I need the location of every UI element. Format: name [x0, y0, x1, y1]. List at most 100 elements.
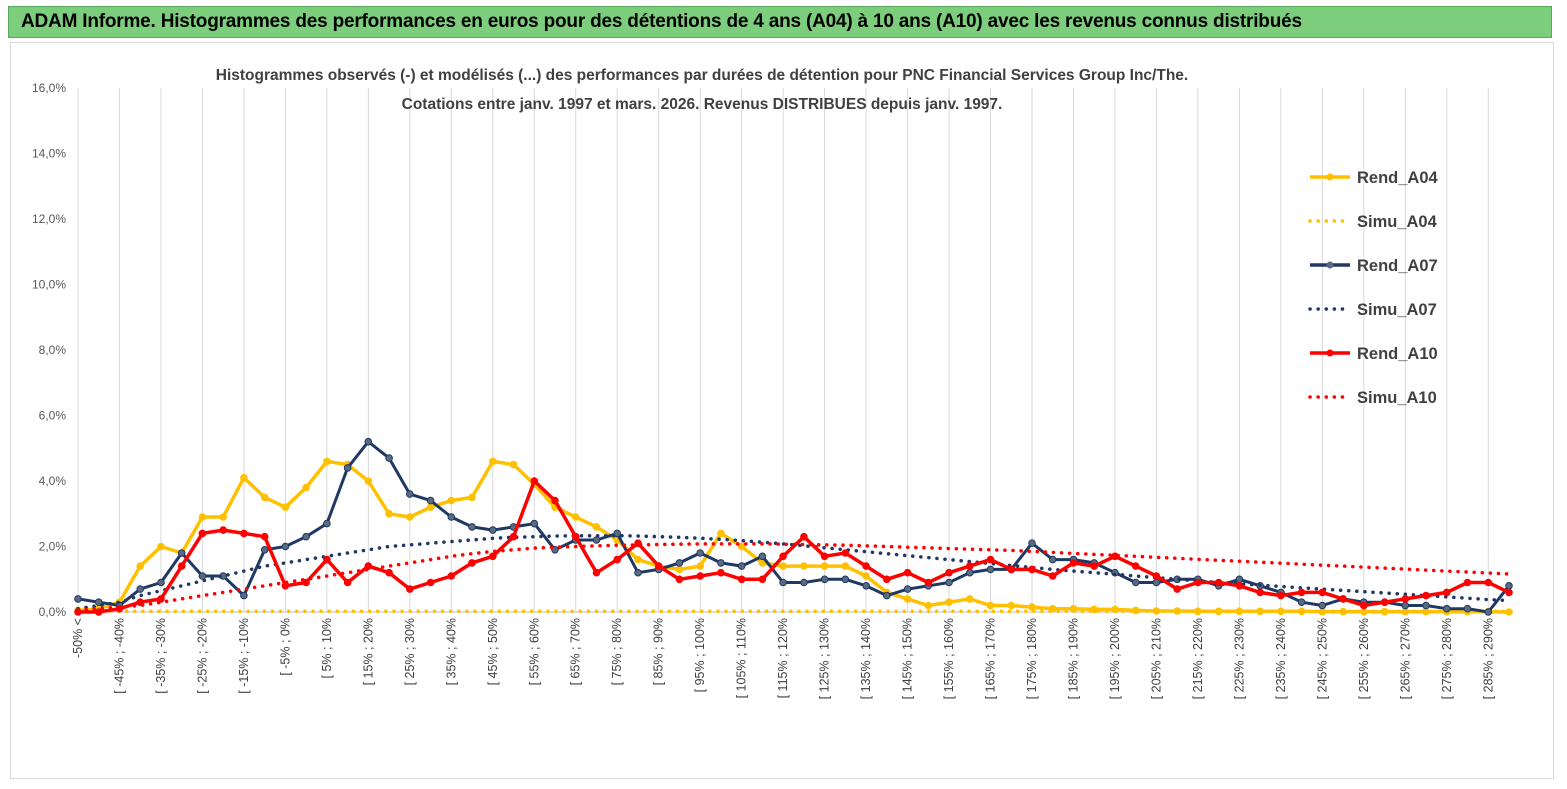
rend-a10-point: [489, 552, 497, 561]
rend-a07-point: [1297, 598, 1306, 607]
x-tick-label: [ 215% ; 220%: [1191, 618, 1205, 699]
rend-a10-point: [551, 496, 559, 505]
rend-a10-point: [509, 532, 518, 541]
rend-a07-point: [613, 529, 622, 538]
x-tick-label: [ 75% ; 80%: [610, 618, 624, 685]
rend-a04-point: [966, 595, 974, 603]
x-tick-label: [ 115% ; 120%: [776, 618, 790, 698]
rend-a10-point: [1297, 588, 1306, 597]
x-tick-label: [ 195% ; 200%: [1108, 618, 1122, 699]
x-tick-label: [ 25% ; 30%: [403, 618, 417, 685]
rend-a07-line: [77, 440, 1511, 614]
rend-a10-point: [717, 568, 725, 577]
rend-a07-point: [1131, 578, 1140, 587]
rend-a10-point: [177, 562, 186, 570]
rend-a07-point: [737, 562, 746, 570]
rend-a10-point: [966, 562, 974, 570]
rend-a10-point: [841, 549, 850, 557]
x-tick-label: [ -45% ; -40%: [112, 618, 126, 694]
rend-a10-point: [1318, 588, 1327, 597]
rend-a10-point: [1505, 588, 1513, 597]
rend-a07-point: [406, 490, 414, 498]
rend-a04-point: [302, 483, 310, 492]
rend-a10-point: [1422, 591, 1430, 600]
rend-a04-point: [406, 513, 414, 521]
rend-a07-point: [758, 552, 767, 561]
rend-a07-legend-marker: [1326, 261, 1334, 269]
rend-a10-point: [219, 526, 227, 534]
rend-a04-point: [489, 457, 497, 466]
rend-a07-point: [136, 585, 144, 593]
x-tick-label: [ 65% ; 70%: [569, 618, 583, 685]
rend-a10-point: [447, 572, 456, 580]
rend-a04-point: [820, 562, 829, 570]
rend-a07-point: [1401, 601, 1410, 610]
simu-a07-legend-label: Simu_A07: [1357, 301, 1437, 319]
rend-a07-point: [862, 582, 870, 590]
report-banner: ADAM Informe. Histogrammes des performan…: [8, 6, 1552, 38]
y-tick-label: 14,0%: [32, 147, 66, 161]
rend-a04-point: [281, 503, 290, 512]
rend-a07-point: [530, 519, 539, 528]
rend-a04-point: [468, 493, 476, 502]
rend-a10-point: [302, 578, 310, 587]
rend-a10-point: [1360, 601, 1368, 610]
rend-a04-point: [986, 601, 995, 610]
rend-a10-point: [1256, 588, 1264, 597]
rend-a10-point: [406, 585, 414, 593]
rend-a07-point: [260, 546, 269, 554]
x-tick-label: [ 95% ; 100%: [693, 618, 707, 692]
x-tick-label: [ 155% ; 160%: [942, 618, 956, 699]
rend-a07-point: [1152, 578, 1161, 587]
y-tick-label: 0,0%: [39, 605, 67, 619]
rend-a10-point: [986, 555, 995, 564]
rend-a07-point: [157, 578, 165, 587]
rend-a07-point: [841, 575, 850, 584]
rend-a10-line: [78, 479, 1510, 614]
rend-a10-point: [260, 532, 269, 541]
rend-a10-point: [240, 529, 248, 538]
rend-a10-point: [1069, 559, 1078, 567]
x-tick-label: [ 225% ; 230%: [1232, 618, 1246, 699]
rend-a04-point: [1007, 601, 1016, 610]
x-tick-label: [ -35% ; -30%: [154, 618, 168, 694]
rend-a04-point: [1028, 603, 1036, 611]
banner-title: ADAM Informe. Histogrammes des performan…: [21, 11, 1302, 32]
rend-a10-point: [654, 562, 663, 570]
rend-a07-point: [1318, 601, 1327, 610]
rend-a10-point: [1131, 562, 1140, 570]
y-tick-label: 12,0%: [32, 212, 66, 226]
rend-a10-point: [94, 608, 103, 616]
rend-a10-point: [696, 572, 705, 580]
rend-a07-legend-label: Rend_A07: [1357, 257, 1438, 275]
rend-a10-point: [1401, 595, 1410, 603]
rend-a10-point: [1277, 591, 1285, 600]
rend-a10-point: [903, 568, 912, 577]
rend-a10-point: [592, 568, 601, 577]
x-tick-label: -50% <: [71, 618, 85, 658]
rend-a07-point: [489, 526, 497, 534]
rend-a04-point: [157, 542, 165, 551]
rend-a04-point: [136, 562, 144, 570]
rend-a04-point: [592, 523, 601, 531]
y-tick-label: 6,0%: [39, 409, 67, 423]
rend-a10-point: [1028, 565, 1036, 574]
rend-a10-legend-label: Rend_A10: [1357, 345, 1438, 363]
rend-a07-point: [240, 591, 248, 600]
rend-a10-point: [945, 568, 953, 577]
rend-a04-point: [696, 562, 705, 570]
chart-title-line1: Histogrammes observés (-) et modélisés (…: [216, 67, 1188, 84]
rend-a10-point: [1443, 588, 1451, 597]
rend-a07-point: [945, 578, 953, 587]
x-tick-label: [ 15% ; 20%: [361, 618, 375, 685]
rend-a10-point: [800, 532, 808, 541]
rend-a04-point: [1505, 608, 1513, 616]
rend-a07-point: [592, 536, 601, 544]
rend-a04-line: [77, 459, 1510, 614]
rend-a10-point: [1152, 572, 1161, 580]
x-tick-label: [ 285% ; 290%: [1481, 618, 1495, 699]
rend-a10-point: [571, 532, 580, 541]
y-tick-label: 8,0%: [39, 343, 67, 357]
rend-a10-point: [198, 529, 207, 538]
chart-frame: [10, 42, 1554, 779]
